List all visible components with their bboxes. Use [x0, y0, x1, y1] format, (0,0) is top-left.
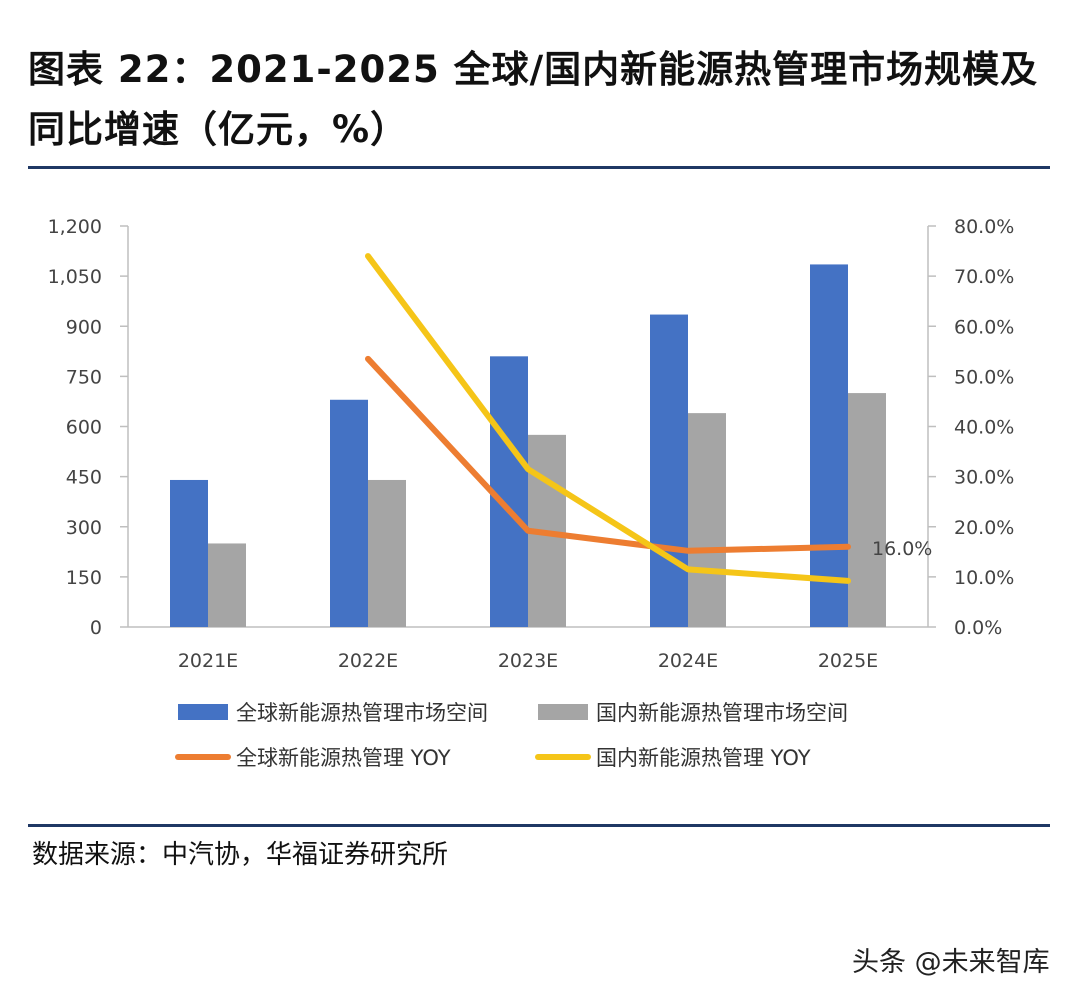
left-tick-label: 900 [66, 316, 102, 338]
right-tick-label: 60.0% [954, 316, 1014, 338]
x-tick-label: 2023E [498, 650, 558, 672]
legend-global-market-label: 全球新能源热管理市场空间 [236, 701, 488, 725]
domestic-market-bar [368, 479, 406, 627]
left-tick-label: 450 [66, 467, 102, 489]
left-tick-label: 0 [90, 617, 102, 639]
legend-domestic-market-swatch [538, 704, 588, 720]
source-note: 数据来源：中汽协，华福证券研究所 [32, 840, 449, 870]
global-market-bar [810, 264, 848, 627]
left-tick-label: 150 [66, 567, 102, 589]
chart-title: 图表 22：2021-2025 全球/国内新能源热管理市场规模及同比增速（亿元，… [28, 48, 1039, 151]
left-tick-label: 1,050 [48, 266, 102, 288]
global-market-bar [650, 314, 688, 627]
right-tick-label: 0.0% [954, 617, 1002, 639]
x-tick-label: 2021E [178, 650, 238, 672]
global-market-bar [490, 356, 528, 627]
right-tick-label: 40.0% [954, 417, 1014, 439]
title-rule [28, 166, 1050, 169]
right-tick-label: 50.0% [954, 366, 1014, 388]
legend-global-market-swatch [178, 704, 228, 720]
watermark: 头条 @未来智库 [852, 947, 1050, 978]
global-market-bar [170, 479, 208, 627]
legend-domestic-yoy-label: 国内新能源热管理 YOY [596, 746, 811, 770]
x-tick-label: 2024E [658, 650, 718, 672]
left-tick-label: 300 [66, 517, 102, 539]
domestic-market-bar [848, 393, 886, 627]
legend-global-yoy-label: 全球新能源热管理 YOY [236, 746, 451, 770]
domestic-market-bar [208, 543, 246, 627]
right-tick-label: 30.0% [954, 467, 1014, 489]
source-rule [28, 824, 1050, 827]
x-tick-label: 2022E [338, 650, 398, 672]
legend-domestic-market-label: 国内新能源热管理市场空间 [596, 701, 848, 725]
domestic-market-bar [688, 413, 726, 627]
right-tick-label: 20.0% [954, 517, 1014, 539]
left-tick-label: 1,200 [48, 216, 102, 238]
right-tick-label: 70.0% [954, 266, 1014, 288]
global-market-bar [330, 399, 368, 627]
yoy-data-label: 16.0% [872, 538, 932, 560]
x-tick-label: 2025E [818, 650, 878, 672]
left-tick-label: 750 [66, 366, 102, 388]
global-yoy-line [365, 355, 851, 554]
domestic-yoy-line [365, 253, 851, 584]
right-tick-label: 80.0% [954, 216, 1014, 238]
left-tick-label: 600 [66, 417, 102, 439]
right-tick-label: 10.0% [954, 567, 1014, 589]
